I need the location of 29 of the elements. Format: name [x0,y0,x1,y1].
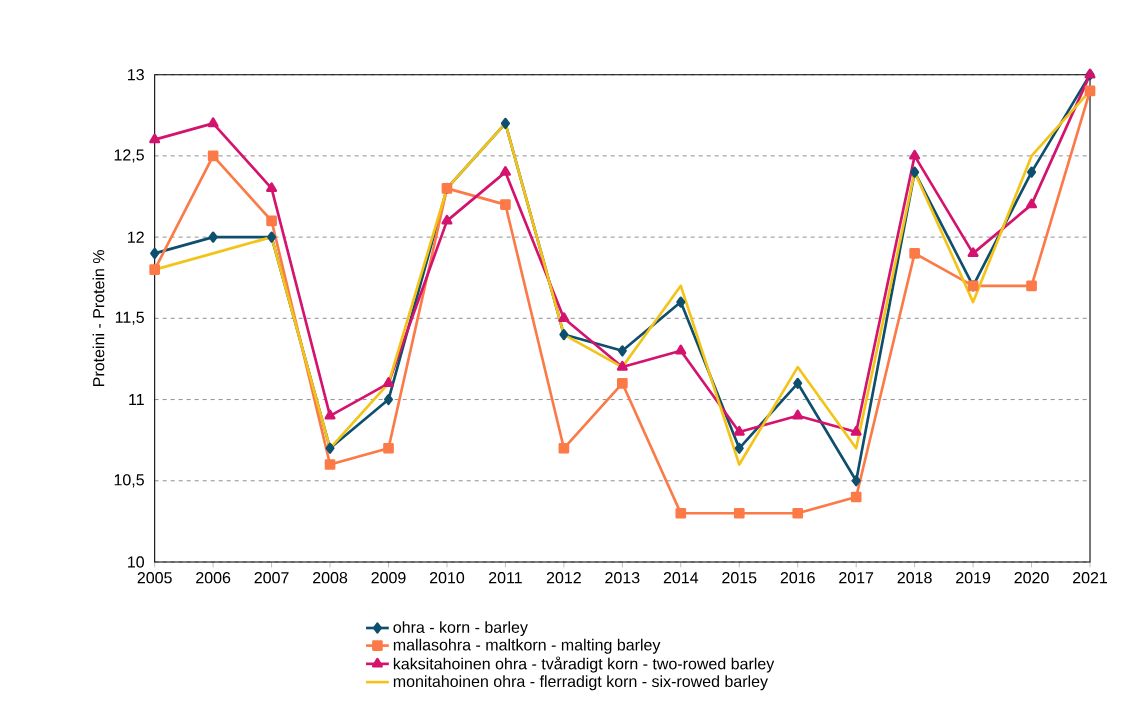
y-tick-label: 10 [128,556,145,568]
y-tick-label: 10,5 [114,474,144,488]
legend-label: monitahoinen ohra - flerradigt korn - six-rowed barley [393,675,768,691]
x-tick-label: 2017 [839,572,874,584]
x-tick-label: 2021 [1073,572,1108,584]
x-tick-label: 2016 [780,572,815,584]
y-tick-label: 12,5 [114,149,144,163]
legend-label: mallasohra - maltkorn - malting barley [393,638,661,654]
legend-label: ohra - korn - barley [393,621,528,637]
x-tick-label: 2005 [137,572,172,584]
y-tick-label: 11 [129,394,144,406]
y-tick-label: 12 [128,231,144,243]
x-tick-label: 2014 [663,572,699,584]
y-tick-label: 13 [128,69,144,81]
x-tick-label: 2015 [722,572,757,584]
x-tick-label: 2007 [254,572,289,584]
x-tick-label: 2006 [196,572,231,584]
x-tick-label: 2019 [956,572,991,584]
x-tick-label: 2012 [546,572,581,584]
x-tick-label: 2011 [489,572,522,584]
x-tick-label: 2013 [605,572,640,584]
x-tick-label: 2009 [371,572,406,584]
x-tick-label: 2020 [1014,572,1049,584]
y-axis-title: Proteini - Protein % [92,250,105,386]
x-tick-label: 2010 [429,572,465,584]
y-tick-label: 11,5 [115,311,144,325]
legend-label: kaksitahoinen ohra - tvåradigt korn - two-rowed barley [393,656,775,673]
x-tick-label: 2008 [313,572,348,584]
x-tick-label: 2018 [897,572,932,584]
